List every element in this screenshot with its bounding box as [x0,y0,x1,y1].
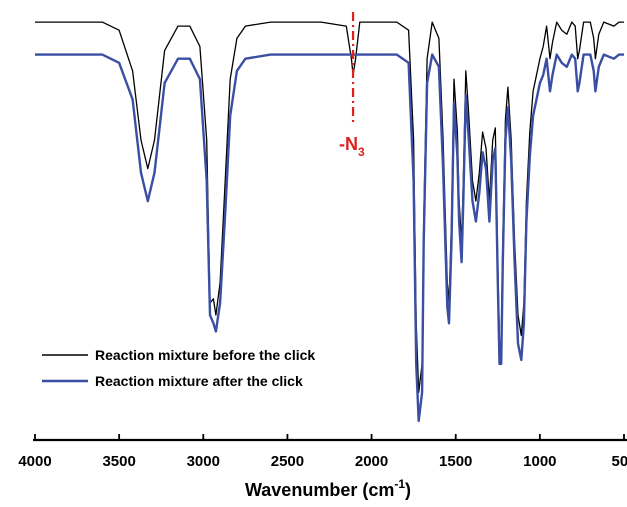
x-tick-label-2500: 2500 [271,453,304,470]
x-tick-label-1500: 1500 [439,453,472,470]
azide-label: -N3 [339,134,365,159]
x-tick-label-1000: 1000 [523,453,556,470]
x-axis-title-sup: -1 [394,477,405,491]
legend-label-1: Reaction mixture before the click [95,347,315,363]
x-ticks: 4000 3500 3000 2500 2000 1500 1000 500 [18,434,627,470]
x-axis-title-close: ) [405,480,411,500]
x-axis-title: Wavenumber (cm-1) [245,477,411,500]
legend: Reaction mixture before the click Reactio… [42,347,315,389]
x-axis-title-main: Wavenumber (cm [245,480,394,500]
annotation-layer: -N3 [339,12,365,159]
series-layer [35,21,624,423]
x-tick-label-500: 500 [611,453,627,470]
azide-label-sub: 3 [358,145,365,159]
azide-label-main: -N [339,134,358,154]
x-tick-label-3500: 3500 [102,453,135,470]
x-tick-label-4000: 4000 [18,453,51,470]
legend-label-2: Reaction mixture after the click [95,373,303,389]
x-tick-label-2000: 2000 [355,453,388,470]
series-line-2 [35,53,624,423]
x-tick-label-3000: 3000 [187,453,220,470]
